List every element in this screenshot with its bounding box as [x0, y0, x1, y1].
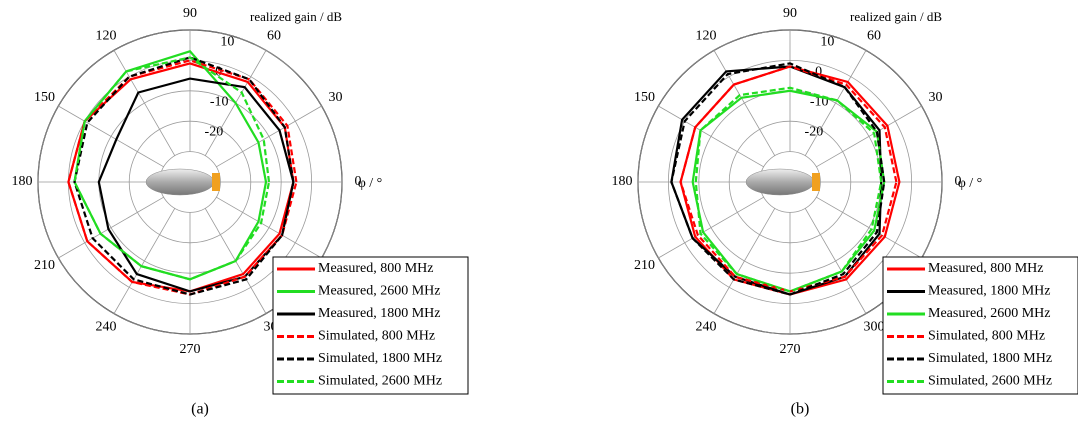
spoke	[713, 208, 776, 314]
antenna-icon	[145, 168, 215, 196]
spoke	[816, 105, 922, 168]
legend-label: Simulated, 2600 MHz	[318, 374, 442, 389]
legend-label: Simulated, 800 MHz	[928, 329, 1045, 344]
theta-tick-label: 90	[183, 6, 197, 21]
series-line	[67, 59, 298, 296]
r-tick-label: 0	[815, 64, 822, 79]
legend-box	[882, 256, 1078, 395]
antenna-tip	[212, 173, 220, 191]
legend-label: Measured, 2600 MHz	[928, 306, 1050, 321]
spoke	[713, 50, 776, 156]
r-axis-label: realized gain / dB	[250, 9, 342, 24]
panel-label: (b)	[791, 401, 810, 418]
series-line	[694, 86, 883, 293]
theta-tick-label: 150	[34, 90, 55, 105]
r-axis-label: realized gain / dB	[850, 9, 942, 24]
spoke	[804, 208, 867, 314]
theta-tick-label: 240	[696, 320, 717, 335]
theta-tick-label: 180	[12, 174, 33, 189]
theta-tick-label: 270	[180, 342, 201, 357]
spoke	[658, 105, 764, 168]
legend-label: Simulated, 800 MHz	[318, 329, 435, 344]
theta-tick-label: 180	[612, 174, 633, 189]
legend-label: Measured, 800 MHz	[928, 261, 1043, 276]
spoke	[804, 50, 867, 156]
series-line	[73, 56, 271, 281]
theta-axis-label: φ / °	[958, 176, 983, 191]
theta-tick-label: 30	[328, 90, 342, 105]
theta-tick-label: 210	[634, 258, 655, 273]
spoke	[816, 196, 922, 259]
polar-panel: -20-100100306090120150180210240270300330…	[612, 6, 1078, 418]
theta-tick-label: 30	[928, 90, 942, 105]
theta-tick-label: 120	[696, 29, 717, 44]
series-line	[679, 65, 898, 293]
series-line	[67, 62, 295, 293]
spoke	[216, 105, 322, 168]
legend-label: Simulated, 2600 MHz	[928, 374, 1052, 389]
legend-label: Measured, 800 MHz	[318, 261, 433, 276]
theta-tick-label: 90	[783, 6, 797, 21]
spoke	[113, 50, 176, 156]
theta-tick-label: 270	[780, 342, 801, 357]
theta-tick-label: 300	[864, 320, 885, 335]
theta-tick-label: 150	[634, 90, 655, 105]
theta-tick-label: 60	[267, 29, 281, 44]
theta-tick-label: 0	[355, 174, 362, 189]
legend-label: Measured, 1800 MHz	[318, 306, 440, 321]
spoke	[58, 105, 164, 168]
theta-axis-label: φ / °	[358, 176, 383, 191]
r-tick-label: -20	[205, 124, 224, 139]
r-tick-label: 10	[820, 35, 834, 50]
polar-panel: -20-100100306090120150180210240270300330…	[12, 6, 469, 418]
antenna-tip	[812, 173, 820, 191]
legend-label: Measured, 2600 MHz	[318, 284, 440, 299]
r-tick-label: -10	[210, 94, 229, 109]
spoke	[113, 208, 176, 314]
theta-tick-label: 60	[867, 29, 881, 44]
series-line	[691, 89, 886, 293]
legend-box	[272, 256, 469, 395]
spoke	[216, 196, 322, 259]
antenna-icon	[745, 168, 815, 196]
legend-label: Simulated, 1800 MHz	[928, 351, 1052, 366]
theta-tick-label: 0	[955, 174, 962, 189]
r-tick-label: -20	[805, 124, 824, 139]
r-tick-label: 10	[220, 35, 234, 50]
legend-label: Simulated, 1800 MHz	[318, 351, 442, 366]
spoke	[658, 196, 764, 259]
series-line	[670, 62, 886, 296]
legend-label: Measured, 1800 MHz	[928, 284, 1050, 299]
theta-tick-label: 240	[96, 320, 117, 335]
spoke	[58, 196, 164, 259]
theta-tick-label: 120	[96, 29, 117, 44]
series-line	[73, 56, 295, 296]
panel-label: (a)	[191, 401, 209, 418]
theta-tick-label: 210	[34, 258, 55, 273]
